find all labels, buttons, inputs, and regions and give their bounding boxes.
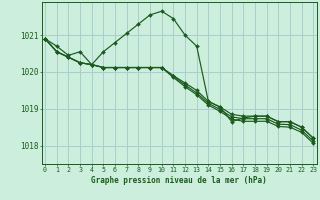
X-axis label: Graphe pression niveau de la mer (hPa): Graphe pression niveau de la mer (hPa)	[91, 176, 267, 185]
